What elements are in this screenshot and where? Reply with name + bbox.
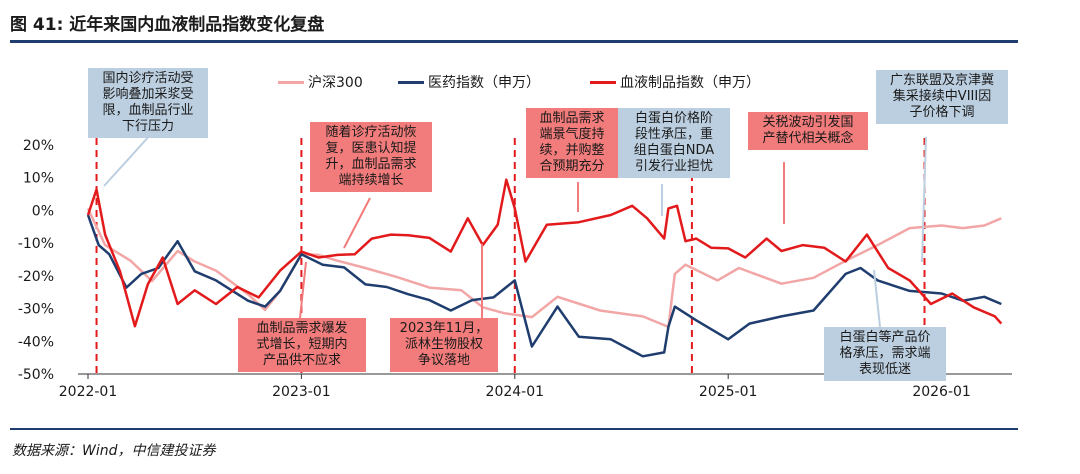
annotation-pointer (873, 269, 881, 328)
y-tick-label: -10% (18, 236, 54, 252)
y-tick-label: -20% (18, 269, 54, 285)
x-tick-label: 2026-01 (912, 384, 971, 400)
y-tick-label: 20% (23, 138, 54, 154)
annotation-pointer (299, 261, 307, 319)
x-tick-label: 2025-01 (699, 384, 758, 400)
legend-label-hs300: 沪深300 (308, 75, 363, 91)
y-tick-label: 10% (23, 171, 54, 187)
y-tick-label: -50% (18, 367, 54, 383)
source-rule (10, 428, 1018, 430)
annotation-pointer (921, 136, 927, 263)
annotation-box-7: 关税波动引发国 产替代相关概念 (748, 112, 868, 150)
legend-label-pharma: 医药指数（申万） (428, 75, 540, 91)
source-note: 数据来源：Wind，中信建投证券 (12, 443, 216, 459)
legend-swatch-pharma (398, 81, 424, 84)
series-line-blood (86, 178, 1003, 328)
annotation-box-2: 随着诊疗活动恢 复，医患认知提 升，血制品需求 端持续增长 (310, 122, 432, 192)
series-line-pharma (86, 214, 1002, 358)
annotation-box-5: 血制品需求 端景气度持 续，并购整 合预期充分 (526, 108, 618, 178)
y-tick-label: -40% (18, 334, 54, 350)
annotation-box-1: 国内诊疗活动受 影响叠加采浆受 限，血制品行业 下行压力 (88, 68, 208, 138)
annotation-box-9: 白蛋白等产品价 格承压，需求端 表现低迷 (824, 327, 946, 381)
y-tick-label: -30% (18, 302, 54, 318)
annotation-box-6: 白蛋白价格阶 段性承压，重 组白蛋白NDA 引发行业担忧 (618, 108, 730, 178)
legend-swatch-hs300 (278, 81, 304, 84)
x-tick-label: 2024-01 (486, 384, 545, 400)
legend-label-blood: 血液制品指数（申万） (620, 75, 760, 91)
title-rule (10, 40, 1018, 43)
annotation-pointer (103, 132, 153, 187)
annotation-box-8: 广东联盟及京津冀 集采接续中VIII因 子价格下调 (876, 70, 1008, 124)
legend-swatch-blood (590, 81, 616, 84)
annotation-box-3: 血制品需求爆发 式增长，短期内 产品供不应求 (238, 318, 366, 372)
annotation-box-4: 2023年11月， 派林生物股权 争议落地 (390, 318, 498, 372)
y-tick-label: 0% (32, 203, 54, 219)
figure-title: 图 41: 近年来国内血液制品指数变化复盘 (10, 15, 325, 35)
x-tick-label: 2023-01 (272, 384, 331, 400)
x-tick-label: 2022-01 (59, 384, 118, 400)
annotation-pointer (343, 197, 371, 249)
